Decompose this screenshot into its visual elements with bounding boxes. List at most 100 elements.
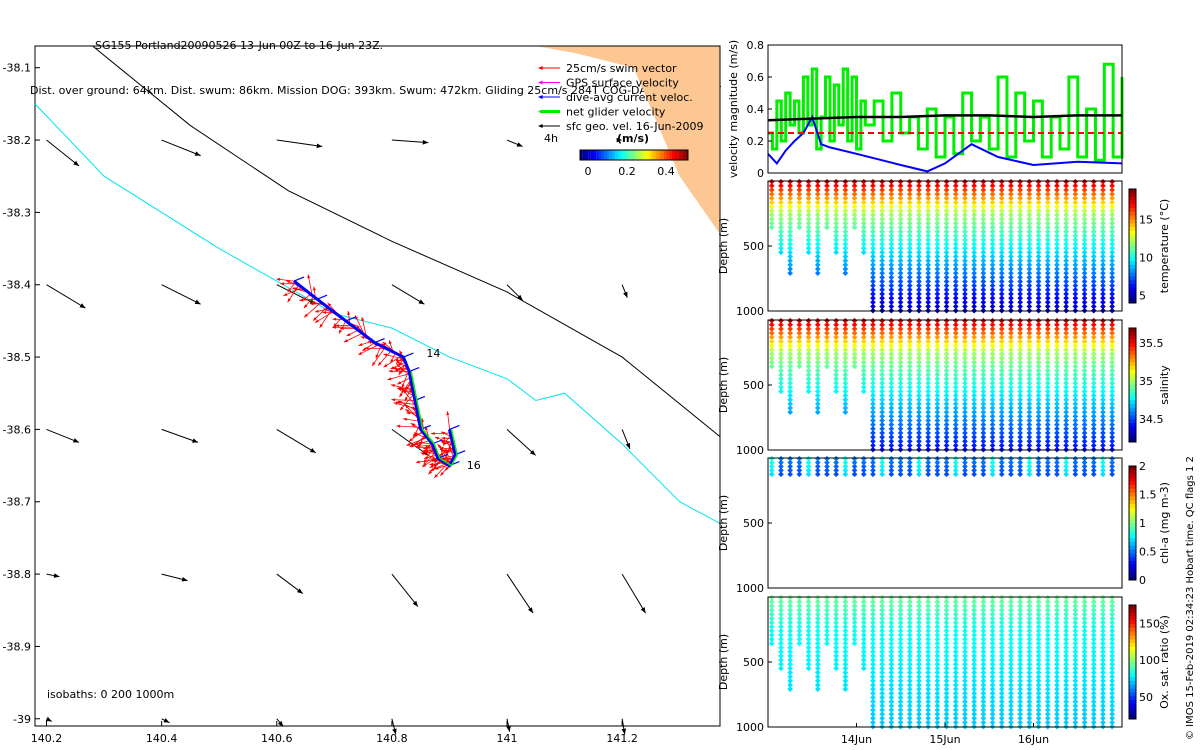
- chla-colorbar-swatch: [1129, 488, 1136, 494]
- salinity-data-point: [787, 330, 793, 336]
- temperature-data-point: [1008, 203, 1014, 210]
- temperature-data-point: [860, 228, 867, 235]
- temperature-data-point: [1017, 178, 1023, 185]
- temperature-data-point: [1072, 245, 1079, 252]
- temperature-data-point: [925, 212, 931, 218]
- chla-colorbar-swatch: [1129, 534, 1136, 539]
- legend-arrow-head: [538, 66, 543, 70]
- salinity-colorbar-swatch: [1129, 335, 1136, 340]
- salinity-data-point: [833, 359, 839, 366]
- temperature-data-point: [971, 282, 977, 289]
- salinity-data-point: [778, 376, 784, 382]
- temperature-data-point: [925, 237, 931, 243]
- temperature-data-point: [962, 207, 968, 214]
- temperature-data-point: [879, 295, 885, 301]
- temperature-data-point: [1054, 278, 1060, 285]
- geo-vector: [391, 573, 419, 607]
- temperature-data-point: [805, 224, 812, 231]
- salinity-y-tick-label: 500: [743, 379, 764, 392]
- temperature-data-point: [1109, 270, 1115, 276]
- temperature-data-point: [787, 212, 793, 218]
- temperature-data-point: [1072, 291, 1079, 297]
- salinity-data-point: [860, 388, 867, 395]
- temperature-data-point: [860, 207, 867, 214]
- oxygen-data-point: [833, 665, 839, 672]
- salinity-data-point: [787, 371, 793, 378]
- chla-data-point: [796, 471, 803, 478]
- isobath-200m-line: [34, 103, 721, 524]
- temperature-data-point: [1072, 220, 1079, 227]
- temperature-data-point: [1044, 257, 1051, 264]
- temperature-data-point: [833, 232, 839, 239]
- swim-vector-head: [388, 340, 392, 345]
- swim-vector-head: [429, 468, 434, 472]
- temperature-data-point: [934, 299, 941, 306]
- swim-vector-head: [387, 377, 392, 381]
- temperature-data-point: [796, 224, 803, 231]
- temperature-data-point: [916, 286, 922, 293]
- salinity-data-point: [824, 326, 830, 332]
- salinity-data-point: [888, 351, 895, 357]
- temperature-data-point: [1081, 278, 1088, 285]
- temperature-data-point: [1100, 241, 1106, 247]
- temperature-data-point: [1008, 237, 1014, 243]
- temperature-data-point: [1017, 286, 1023, 293]
- swim-vector: [387, 373, 410, 381]
- temperature-data-point: [1054, 241, 1060, 247]
- salinity-colorbar-swatch: [1129, 388, 1136, 394]
- salinity-data-point: [897, 317, 904, 324]
- chla-data-point: [1100, 471, 1106, 478]
- salinity-data-point: [842, 376, 849, 382]
- salinity-data-point: [842, 384, 849, 391]
- salinity-data-point: [870, 330, 876, 336]
- temperature-data-point: [1026, 220, 1033, 227]
- salinity-data-point: [842, 321, 849, 328]
- temperature-data-point: [1081, 220, 1088, 227]
- temperature-data-point: [980, 241, 987, 247]
- temperature-data-point: [906, 195, 913, 202]
- temperature-data-point: [1054, 212, 1060, 218]
- temperature-data-point: [1081, 212, 1088, 218]
- geo-vector-head: [621, 728, 627, 735]
- temperature-data-point: [989, 195, 996, 202]
- salinity-data-point: [897, 338, 904, 345]
- swim-vector-head: [399, 393, 403, 398]
- swim-vector-head: [412, 406, 416, 411]
- salinity-data-point: [860, 363, 867, 370]
- temperature-data-point: [1063, 299, 1069, 306]
- temperature-data-point: [1081, 262, 1088, 268]
- temperature-data-point: [934, 199, 941, 206]
- temperature-data-point: [1100, 303, 1106, 310]
- temperature-data-point: [860, 212, 867, 218]
- temperature-data-point: [897, 207, 904, 214]
- chla-data-point: [998, 471, 1005, 478]
- swim-vector-head: [415, 460, 420, 464]
- temperature-data-point: [860, 178, 867, 185]
- salinity-data-point: [870, 321, 876, 328]
- temperature-data-point: [952, 257, 959, 264]
- temperature-data-point: [888, 266, 895, 272]
- temperature-data-point: [1026, 237, 1033, 243]
- temperature-data-point: [860, 241, 867, 247]
- temperature-colorbar-swatch: [1129, 257, 1136, 262]
- temperature-data-point: [1044, 245, 1051, 252]
- temperature-data-point: [1063, 241, 1069, 247]
- salinity-data-point: [851, 363, 858, 370]
- temperature-data-point: [916, 266, 922, 272]
- swim-vector-head: [401, 383, 405, 388]
- temperature-data-point: [925, 203, 931, 210]
- chla-colorbar-swatch: [1129, 542, 1136, 547]
- temperature-data-point: [814, 195, 821, 202]
- salinity-data-point: [842, 317, 849, 324]
- temperature-data-point: [870, 286, 876, 293]
- temperature-data-point: [1054, 187, 1060, 193]
- temperature-data-point: [998, 178, 1005, 185]
- geo-vector: [506, 429, 536, 456]
- temperature-data-point: [906, 224, 913, 231]
- temperature-data-point: [1035, 249, 1042, 256]
- temperature-data-point: [906, 286, 913, 293]
- temperature-data-point: [1063, 187, 1069, 193]
- swim-vector: [371, 347, 386, 367]
- temperature-data-point: [888, 187, 895, 193]
- chla-data-point: [980, 471, 987, 478]
